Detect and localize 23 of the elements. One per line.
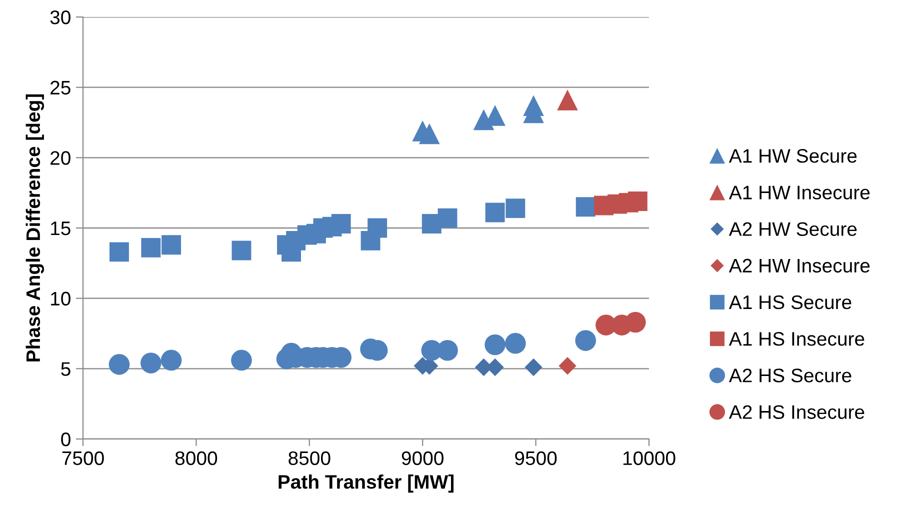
legend-label: A1 HS Secure bbox=[728, 295, 852, 310]
legend-label: A2 HW Secure bbox=[728, 222, 857, 236]
legend-label: A1 HW Insecure bbox=[728, 186, 870, 200]
y-tick-label: 0 bbox=[61, 432, 70, 446]
y-tick-label: 10 bbox=[51, 292, 70, 306]
legend-label: A1 HS Insecure bbox=[728, 332, 864, 346]
x-axis-title: Path Transfer [MW] bbox=[278, 474, 454, 493]
legend-label: A2 HW Insecure bbox=[728, 258, 870, 273]
x-tick-label: 9500 bbox=[515, 451, 557, 466]
y-tick-label: 30 bbox=[50, 10, 70, 24]
x-tick-label: 10000 bbox=[623, 451, 676, 466]
y-tick-label: 15 bbox=[51, 222, 70, 236]
legend-label: A1 HW Secure bbox=[728, 149, 857, 163]
y-tick-label: 5 bbox=[61, 362, 70, 376]
legend-label: A2 HS Insecure bbox=[728, 405, 864, 419]
x-tick-label: 7500 bbox=[62, 451, 104, 466]
y-tick-label: 25 bbox=[50, 80, 70, 95]
x-tick-label: 9000 bbox=[402, 451, 444, 466]
y-tick-label: 20 bbox=[50, 151, 70, 165]
x-tick-label: 8500 bbox=[288, 451, 330, 466]
legend-label: A2 HS Secure bbox=[728, 368, 852, 382]
x-tick-label: 8000 bbox=[175, 451, 218, 466]
y-axis-title: Phase Angle Difference [deg] bbox=[26, 94, 44, 362]
